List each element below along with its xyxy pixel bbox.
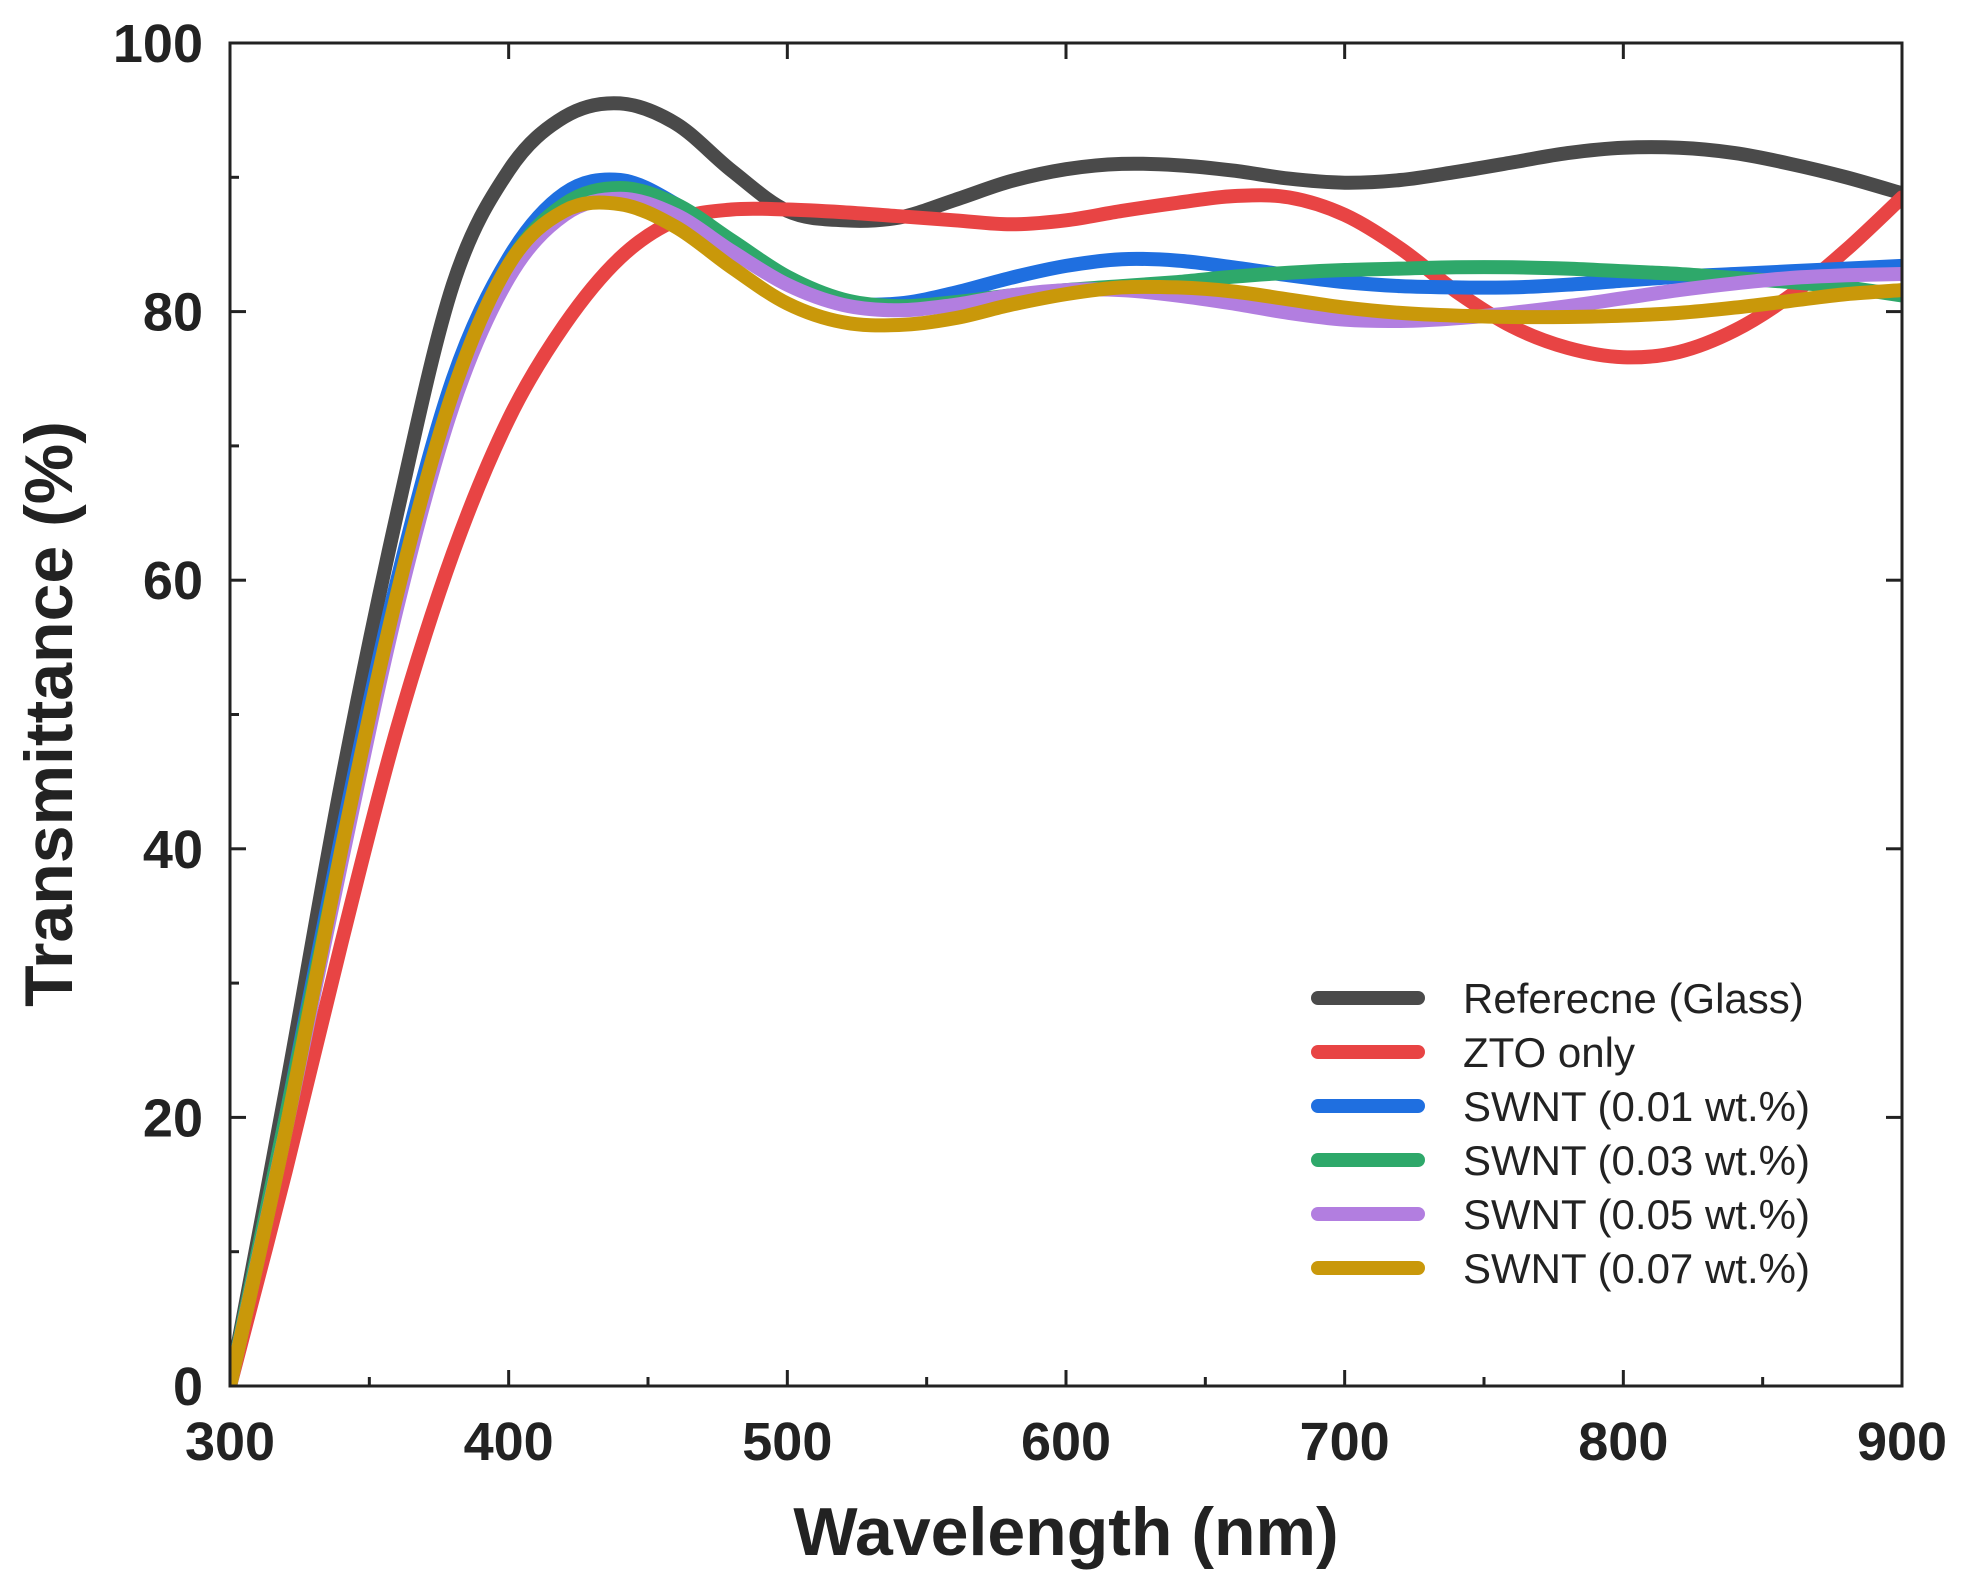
legend-item: SWNT (0.05 wt.%) [1311,1191,1810,1238]
x-tick-label: 600 [1021,1412,1111,1472]
series-line-6 [230,195,1902,1386]
x-tick-label: 400 [464,1412,554,1472]
legend-label: Referecne (Glass) [1463,975,1804,1022]
series-line-2 [230,188,1902,1386]
y-tick-label: 20 [143,1088,203,1148]
y-tick-label: 80 [143,283,203,343]
y-axis-title: Transmittance (%) [11,421,87,1007]
x-axis-title: Wavelength (nm) [793,1494,1338,1570]
y-tick-label: 40 [143,820,203,880]
y-tick-label: 60 [143,551,203,611]
legend-label: SWNT (0.01 wt.%) [1463,1083,1810,1130]
legend-item: SWNT (0.07 wt.%) [1311,1245,1810,1292]
legend-label: SWNT (0.03 wt.%) [1463,1137,1810,1184]
legend-item: SWNT (0.01 wt.%) [1311,1083,1810,1130]
series-line-1 [230,96,1902,1386]
legend-item: ZTO only [1311,1029,1635,1076]
legend-item: Referecne (Glass) [1311,975,1804,1022]
legend-label: SWNT (0.05 wt.%) [1463,1191,1810,1238]
plot-frame [228,41,1904,1388]
x-tick-label: 800 [1578,1412,1668,1472]
legend-item: SWNT (0.03 wt.%) [1311,1137,1810,1184]
x-tick-label: 300 [185,1412,275,1472]
x-tick-label: 700 [1300,1412,1390,1472]
legend: Referecne (Glass) ZTO only SWNT (0.01 wt.%… [1311,975,1810,1292]
y-tick-label: 0 [173,1357,203,1417]
y-tick-label: 100 [113,14,203,74]
series-layer [230,96,1902,1386]
ticks-layer: 300 400 500 600 700 800 900 0 20 40 60 80 100 [113,14,1947,1472]
x-tick-label: 500 [742,1412,832,1472]
x-tick-label: 900 [1857,1412,1947,1472]
legend-label: SWNT (0.07 wt.%) [1463,1245,1810,1292]
legend-label: ZTO only [1463,1029,1635,1076]
